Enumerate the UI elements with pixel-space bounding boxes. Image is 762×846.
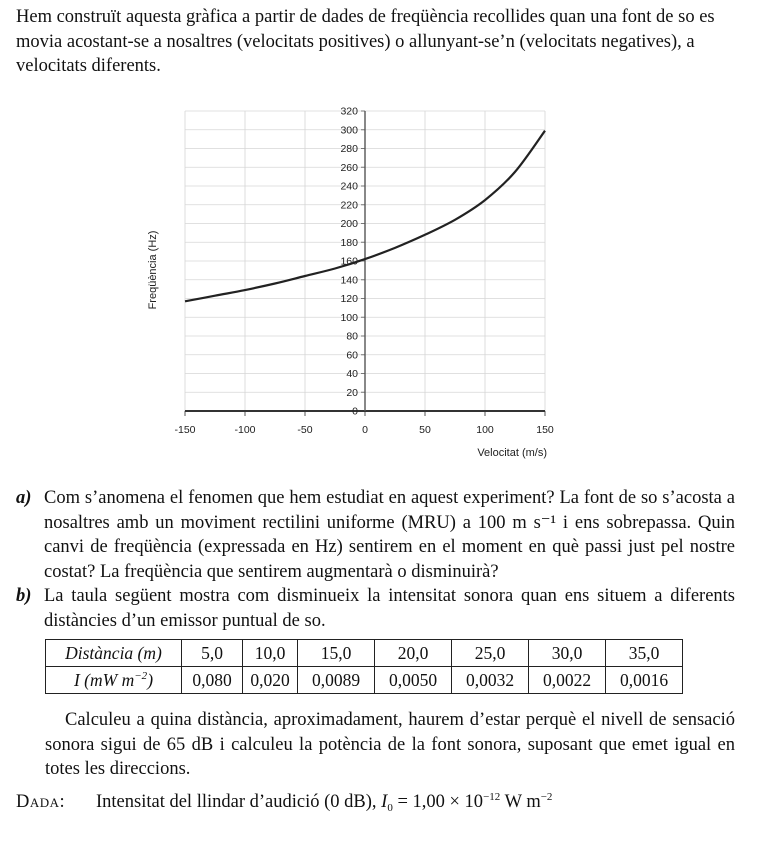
x-tick-label: 100 [476, 424, 494, 436]
table-cell: 10,0 [242, 639, 298, 667]
question-a-label: a) [16, 488, 32, 508]
table-cell: 5,0 [181, 639, 243, 667]
table-cell: 0,0032 [451, 666, 529, 694]
frequency-curve [184, 130, 546, 303]
x-tick-labels: -150 -100 -50 0 50 100 150 [174, 424, 553, 436]
intro-paragraph: Hem construït aquesta gràfica a partir d… [16, 7, 715, 76]
given-data-label: Dada: [16, 792, 66, 812]
y-tick-label: 120 [340, 293, 358, 305]
y-tick-labels: 0204060801001201401601802002202402602803… [340, 106, 358, 418]
y-tick-label: 140 [340, 274, 358, 286]
x-tick-label: 50 [419, 424, 431, 436]
y-tick-label: 100 [340, 312, 358, 324]
table-cell: 30,0 [528, 639, 606, 667]
x-tick-label: 0 [362, 424, 368, 436]
calculation-paragraph: Calculeu a quina distància, aproximadame… [45, 710, 735, 779]
table-header-distance: Distància (m) [45, 639, 182, 667]
table-cell: 0,020 [242, 666, 298, 694]
table-header-intensity: I (mW m−2) [45, 666, 182, 694]
y-tick-label: 220 [340, 199, 358, 211]
table-cell: 20,0 [374, 639, 452, 667]
y-tick-label: 260 [340, 162, 358, 174]
x-tick-label: -100 [234, 424, 255, 436]
y-tick-label: 40 [346, 368, 358, 380]
y-axis-label: Freqüència (Hz) [147, 231, 159, 310]
table-cell: 0,080 [181, 666, 243, 694]
x-tick-label: 150 [536, 424, 554, 436]
table-cell: 0,0016 [605, 666, 683, 694]
table-cell: 0,0022 [528, 666, 606, 694]
y-tick-label: 320 [340, 106, 358, 118]
table-cell: 0,0089 [297, 666, 375, 694]
y-tick-label: 200 [340, 218, 358, 230]
y-tick-label: 240 [340, 181, 358, 193]
chart-axes [184, 110, 546, 416]
table-cell: 25,0 [451, 639, 529, 667]
y-tick-label: 280 [340, 143, 358, 155]
y-tick-label: 20 [346, 387, 358, 399]
table-cell: 0,0050 [374, 666, 452, 694]
table-cell: 35,0 [605, 639, 683, 667]
table-row-intensity: I (mW m−2) 0,080 0,020 0,0089 0,0050 0,0… [45, 666, 683, 694]
y-tick-label: 180 [340, 237, 358, 249]
intensity-table: Distància (m) 5,0 10,0 15,0 20,0 25,0 30… [45, 639, 683, 694]
x-tick-label: -50 [297, 424, 312, 436]
question-b-label: b) [16, 586, 32, 606]
y-tick-label: 60 [346, 349, 358, 361]
y-tick-label: 0 [352, 406, 358, 418]
y-tick-label: 80 [346, 331, 358, 343]
x-axis-label: Velocitat (m/s) [477, 447, 547, 459]
table-cell: 15,0 [297, 639, 375, 667]
question-b-text: La taula següent mostra com disminueix l… [44, 586, 735, 631]
x-tick-label: -150 [174, 424, 195, 436]
given-data: Dada: Intensitat del llindar d’audició (0… [16, 791, 553, 814]
table-row-distance: Distància (m) 5,0 10,0 15,0 20,0 25,0 30… [45, 639, 683, 667]
y-tick-label: 300 [340, 124, 358, 136]
frequency-velocity-chart: 0204060801001201401601802002202402602803… [147, 106, 554, 460]
question-a-text: Com s’anomena el fenomen que hem estudia… [44, 488, 735, 582]
